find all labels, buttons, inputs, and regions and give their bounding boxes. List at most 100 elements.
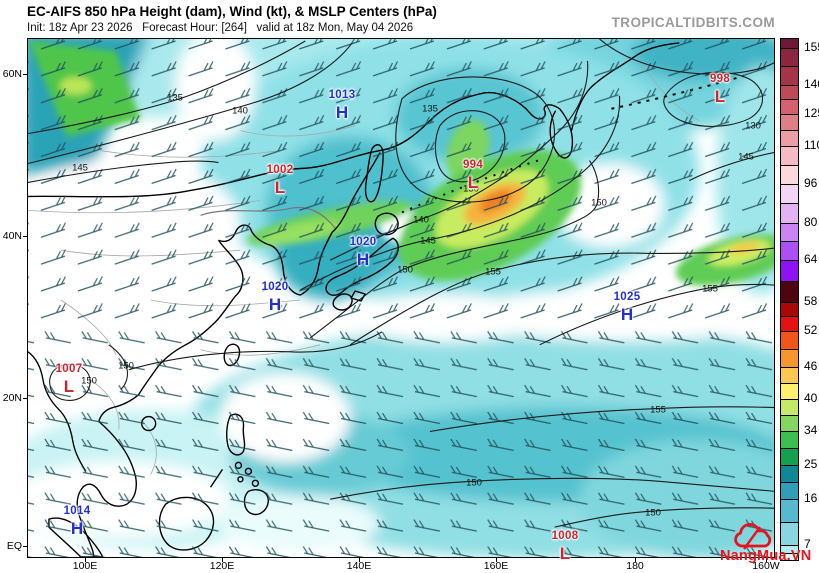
pressure-letter: H (335, 102, 349, 122)
contour-label: 140 (413, 214, 429, 226)
contour-label: 135 (167, 92, 183, 104)
colorbar-cell (781, 545, 798, 553)
contour-label: 155 (702, 283, 718, 295)
lat-tick (23, 74, 27, 75)
pressure-letter: L (274, 177, 286, 197)
colorbar-cell (781, 165, 798, 184)
pressure-center-low: 1002 L (266, 164, 294, 197)
lat-tick (23, 236, 27, 237)
wind-barbs-layer (28, 39, 774, 557)
pressure-value: 1007 (55, 363, 83, 375)
contour-label: 155 (650, 404, 666, 416)
lon-tick (222, 558, 223, 562)
contour-label: 140 (232, 105, 248, 117)
pressure-center-high: 1020 H (262, 281, 289, 314)
lat-tick (23, 398, 27, 399)
init-forecast-line: Init: 18z Apr 23 2026 Forecast Hour: [26… (27, 22, 414, 34)
colorbar-label: 96 (804, 176, 818, 190)
pressure-value: 1002 (266, 164, 294, 176)
colorbar-label: 16 (804, 491, 818, 505)
lat-label: 40N (2, 230, 22, 242)
pressure-center-high: 1013 H (328, 89, 356, 122)
pressure-letter: L (559, 543, 571, 563)
colorbar-cell (781, 184, 798, 203)
pressure-center-low: 994 L (462, 159, 484, 192)
colorbar-cell (781, 482, 798, 499)
colorbar-label: 34 (804, 423, 818, 437)
colorbar-cell (781, 114, 798, 130)
lon-tick (85, 558, 86, 562)
colorbar-label: 7 (804, 537, 811, 551)
pressure-center-low: 1008 L (551, 530, 579, 563)
map-area: 135 140 145 135 130 140 145 150 155 150 130 145 155 1… (27, 38, 775, 562)
contour-label: 145 (72, 162, 88, 174)
lat-label: 60N (2, 68, 22, 80)
pressure-center-high: 1014 H (63, 505, 91, 538)
colorbar-cell (781, 465, 798, 482)
lon-label: 180 (626, 560, 644, 572)
pressure-letter: H (620, 304, 634, 324)
colorbar-cell (781, 99, 798, 114)
contour-label: 150 (118, 360, 134, 372)
contour-label: 155 (485, 266, 501, 278)
contour-label: 150 (591, 197, 607, 209)
colorbar-label: 52 (804, 323, 818, 337)
pressure-value: 1013 (328, 89, 356, 101)
pressure-letter: H (70, 518, 84, 538)
pressure-center-low: 1007 L (55, 363, 83, 396)
contour-label: 130 (745, 120, 761, 132)
colorbar-cell (781, 260, 798, 281)
colorbar-cell (781, 130, 798, 146)
pressure-letter: L (467, 172, 479, 192)
colorbar-cell (781, 383, 798, 399)
lon-tick (359, 558, 360, 562)
contour-label: 145 (738, 151, 754, 163)
pressure-value: 1008 (551, 530, 579, 542)
lon-label: 100E (72, 560, 98, 572)
colorbar-label: 125 (804, 106, 819, 120)
colorbar-label: 25 (804, 457, 818, 471)
tropicaltidbits-watermark: TROPICALTIDBITS.COM (611, 15, 775, 30)
colorbar-cell (781, 281, 798, 302)
wind-speed-colorbar: 155 140 125 110 96 80 64 58 52 46 40 34 25 16 7 (780, 38, 819, 561)
colorbar-cells (780, 38, 799, 561)
lon-tick (635, 558, 636, 562)
contour-label: 135 (422, 103, 438, 115)
colorbar-label: 46 (804, 359, 818, 373)
pressure-center-low: 998 L (709, 73, 731, 104)
colorbar-label: 58 (804, 294, 818, 308)
contour-label: 145 (420, 235, 436, 247)
contour-label: 150 (397, 264, 413, 276)
pressure-center-high: 1020 H (350, 236, 377, 267)
lon-tick (496, 558, 497, 562)
pressure-value: 994 (462, 159, 484, 171)
colorbar-cell (781, 241, 798, 260)
colorbar-label: 110 (804, 138, 819, 152)
lon-label: 140E (346, 560, 372, 572)
colorbar-label: 155 (804, 40, 819, 54)
colorbar-cell (781, 522, 798, 545)
colorbar-cell (781, 349, 798, 367)
rain-cloud-icon (734, 523, 772, 550)
lat-label: EQ (6, 540, 22, 552)
pressure-letter: L (63, 376, 75, 396)
colorbar-cell (781, 448, 798, 465)
colorbar-cell (781, 223, 798, 241)
pressure-value: 998 (709, 73, 731, 85)
colorbar-cell (781, 316, 798, 331)
site-logo: NangMua.VN (714, 520, 818, 568)
colorbar-cell (781, 203, 798, 223)
colorbar-cell (781, 66, 798, 85)
colorbar-cell (781, 85, 798, 99)
colorbar-cell (781, 331, 798, 349)
pressure-value: 1025 (613, 291, 641, 303)
colorbar-label: 80 (804, 215, 818, 229)
colorbar-label: 64 (804, 252, 818, 266)
pressure-value: 1014 (63, 505, 91, 517)
map-overlay: 135 140 145 135 130 140 145 150 155 150 130 145 155 1… (28, 39, 774, 561)
lat-tick (23, 546, 27, 547)
pressure-letter: H (268, 294, 282, 314)
pressure-center-high: 1025 H (613, 291, 641, 324)
height-contours-layer (28, 39, 774, 528)
